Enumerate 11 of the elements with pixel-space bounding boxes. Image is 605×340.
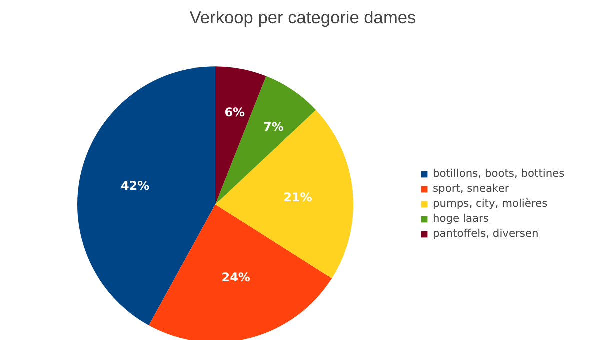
legend-label: hoge laars — [433, 212, 489, 225]
chart-title: Verkoop per categorie dames — [190, 8, 417, 28]
data-label: 42% — [120, 178, 150, 193]
data-label: 6% — [224, 106, 246, 120]
data-label: 21% — [284, 190, 312, 205]
legend-label: sport, sneaker — [433, 182, 510, 195]
data-label: 24% — [222, 270, 250, 284]
legend-label: botillons, boots, bottines — [433, 167, 565, 180]
legend-label: pantoffels, diversen — [433, 227, 539, 240]
data-label: 7% — [263, 120, 284, 134]
legend-label: pumps, city, molières — [433, 197, 548, 210]
